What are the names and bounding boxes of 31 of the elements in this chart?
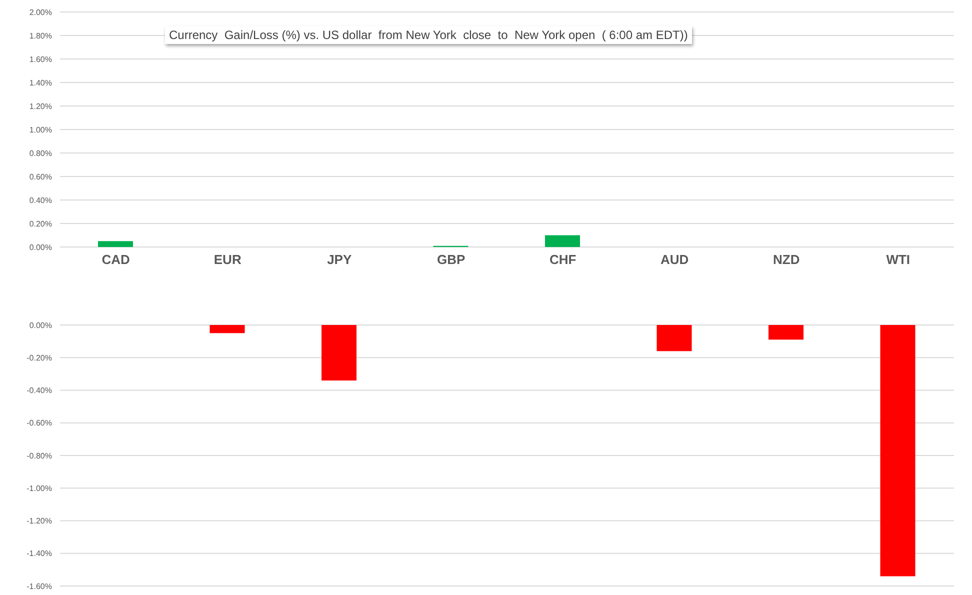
y-tick-label: 0.00% bbox=[29, 320, 52, 330]
y-tick-label: -1.60% bbox=[26, 582, 52, 591]
x-tick-label: CAD bbox=[102, 252, 130, 268]
y-tick-label: 0.00% bbox=[29, 242, 52, 252]
y-tick-label: -1.20% bbox=[26, 516, 52, 526]
bar bbox=[98, 241, 133, 247]
y-tick-label: 1.00% bbox=[29, 125, 52, 134]
x-tick-label: EUR bbox=[214, 252, 242, 268]
y-tick-label: 2.00% bbox=[29, 8, 52, 17]
x-tick-label: CHF bbox=[550, 252, 576, 268]
y-tick-label: 1.40% bbox=[29, 78, 52, 88]
x-tick-label: NZD bbox=[773, 252, 800, 268]
y-tick-label: -0.60% bbox=[26, 418, 52, 428]
x-tick-label: WTI bbox=[886, 252, 910, 268]
y-tick-label: 0.20% bbox=[29, 219, 52, 228]
y-tick-label: 1.60% bbox=[29, 54, 52, 64]
y-tick-label: -1.40% bbox=[26, 549, 52, 558]
y-tick-label: 0.80% bbox=[29, 148, 52, 158]
y-tick-label: 1.80% bbox=[29, 31, 52, 40]
text: Currency Gain/Loss (%) vs. US dollar from New York close to New York open ( 6:00 am EDT)) bbox=[165, 26, 692, 44]
x-tick-label: JPY bbox=[327, 252, 352, 268]
x-tick-label: GBP bbox=[437, 252, 466, 268]
y-tick-label: -0.40% bbox=[26, 386, 52, 396]
y-tick-label: 0.60% bbox=[29, 172, 52, 182]
y-tick-label: -1.00% bbox=[26, 484, 52, 493]
y-tick-label: 1.20% bbox=[29, 102, 52, 111]
bar bbox=[545, 235, 580, 247]
y-tick-label: -0.80% bbox=[26, 451, 52, 460]
y-tick-label: 0.40% bbox=[29, 196, 52, 205]
y-tick-label: -0.20% bbox=[26, 353, 52, 362]
x-tick-label: AUD bbox=[660, 252, 689, 268]
